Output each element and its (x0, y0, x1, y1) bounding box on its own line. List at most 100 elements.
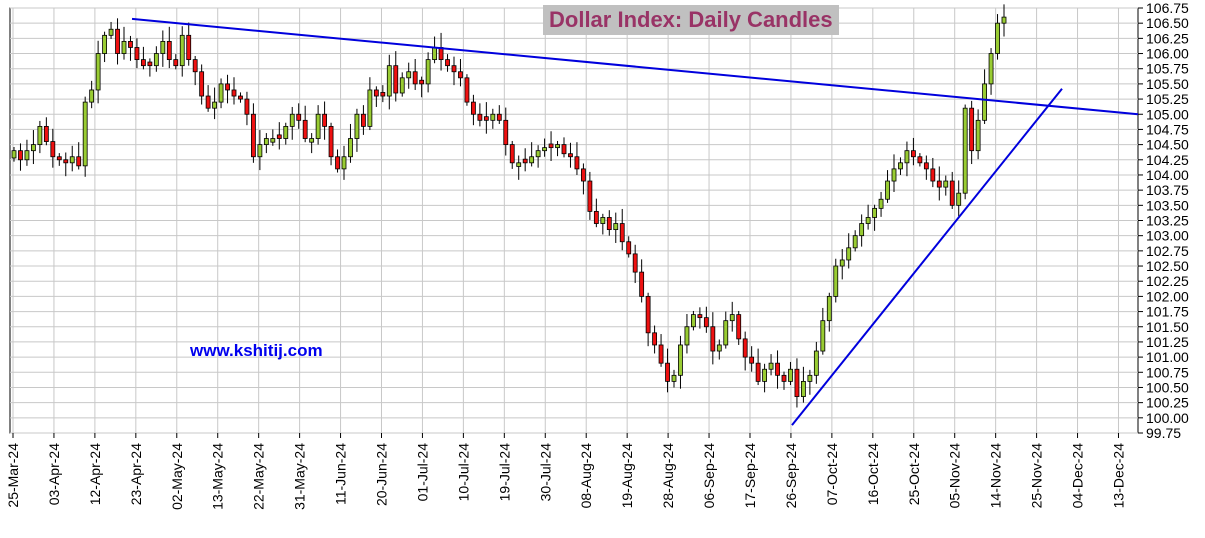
candle-body (684, 326, 690, 346)
candle-body (302, 119, 308, 139)
y-tick-label: 100.25 (1146, 395, 1189, 411)
x-tick-label: 08-Aug-24 (578, 443, 594, 509)
candle-body (762, 368, 767, 382)
candle-body (852, 235, 858, 249)
candle-body (535, 150, 541, 158)
candle-body (445, 59, 450, 67)
candle-body (43, 125, 49, 142)
candle-body (885, 180, 890, 200)
candle-body (807, 374, 813, 382)
x-tick-label: 04-Dec-24 (1070, 443, 1086, 509)
candle-body (322, 113, 327, 127)
candle-body (153, 53, 159, 67)
candle-body (147, 61, 153, 67)
candle-body (716, 344, 722, 352)
candle-body (503, 119, 509, 146)
candle-body (988, 53, 994, 85)
candle-body (723, 320, 729, 346)
y-tick-label: 101.50 (1146, 319, 1189, 335)
candle-body (568, 153, 573, 158)
candle-body (186, 34, 192, 61)
candle-body (95, 53, 101, 91)
candle-body (386, 65, 392, 97)
candle-body (238, 95, 243, 100)
candle-body (781, 374, 787, 382)
x-tick-label: 10-Jul-24 (455, 443, 471, 502)
candle-body (930, 168, 936, 182)
y-tick-label: 103.75 (1146, 182, 1189, 198)
y-tick-label: 106.00 (1146, 46, 1189, 62)
y-tick-label: 102.50 (1146, 258, 1189, 274)
candle-body (56, 156, 62, 161)
candle-body (749, 356, 755, 364)
resistance-trendline (131, 17, 1139, 116)
candle-body (898, 162, 903, 170)
y-tick-label: 104.50 (1146, 137, 1189, 153)
candle-body (496, 113, 502, 121)
candle-body (166, 40, 172, 61)
candle-body (141, 59, 146, 67)
y-tick-label: 106.25 (1146, 30, 1189, 46)
candle-body (179, 34, 185, 67)
candle-body (451, 65, 457, 73)
candle-body (76, 156, 82, 167)
candle-body (315, 113, 321, 139)
candle-body (632, 253, 638, 273)
candle-body (1001, 16, 1007, 24)
candle-body (736, 314, 742, 340)
candle-body (542, 147, 547, 152)
candle-body (639, 271, 645, 297)
candle-body (425, 59, 431, 85)
candle-body (108, 28, 114, 36)
candle-body (742, 338, 748, 358)
candle-body (878, 198, 884, 209)
candle-body (483, 116, 489, 121)
candle-body (399, 77, 405, 94)
x-tick-label: 19-Jul-24 (496, 443, 512, 502)
candle-body (115, 28, 120, 54)
candle-body (956, 192, 962, 206)
candle-body (911, 150, 916, 158)
y-tick-label: 106.75 (1146, 0, 1189, 16)
candle-body (270, 138, 276, 143)
x-tick-label: 23-Apr-24 (128, 443, 144, 505)
candle-body (904, 150, 910, 164)
candle-body (160, 40, 166, 54)
candle-body (652, 332, 657, 346)
x-tick-label: 06-Sep-24 (701, 443, 717, 509)
candle-body (50, 141, 56, 158)
candle-body (212, 101, 217, 109)
candle-body (37, 125, 43, 146)
candle-body (529, 156, 535, 164)
candle-body (846, 247, 852, 261)
candle-body (309, 138, 315, 143)
candle-body (587, 180, 593, 212)
candle-body (134, 47, 140, 61)
candle-body (703, 317, 709, 328)
candle-body (600, 217, 606, 224)
candle-body (335, 156, 340, 170)
y-tick-label: 104.75 (1146, 121, 1189, 137)
candle-body (697, 314, 703, 319)
candle-body (173, 59, 179, 67)
x-tick-label: 25-Mar-24 (5, 443, 21, 508)
y-tick-label: 100.50 (1146, 379, 1189, 395)
y-tick-label: 105.50 (1146, 76, 1189, 92)
y-tick-label: 99.75 (1146, 425, 1181, 441)
candle-body (710, 326, 716, 352)
y-tick-label: 103.00 (1146, 228, 1189, 244)
candle-body (69, 156, 75, 164)
candle-body (218, 83, 224, 103)
y-tick-label: 100.75 (1146, 364, 1189, 380)
support-trendline (791, 88, 1063, 426)
candle-body (833, 265, 839, 297)
candle-body (574, 156, 580, 170)
candle-body (341, 156, 347, 170)
candle-body (128, 40, 133, 48)
x-tick-label: 02-May-24 (169, 443, 185, 510)
x-tick-label: 25-Oct-24 (906, 443, 922, 505)
candle-body (678, 344, 683, 376)
x-tick-label: 31-May-24 (292, 443, 308, 510)
candle-body (943, 180, 949, 188)
